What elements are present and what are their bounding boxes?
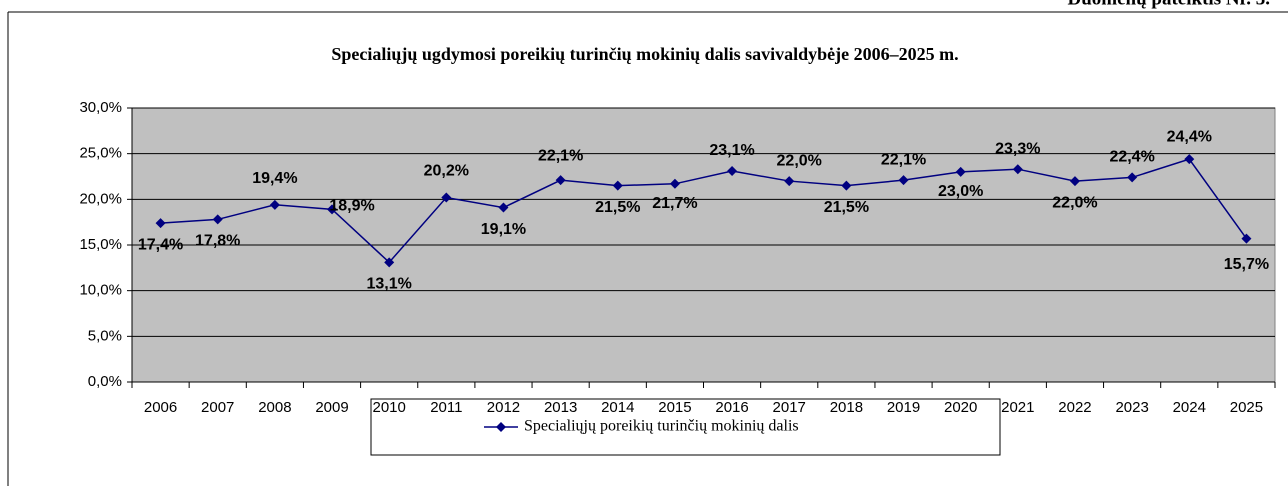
data-point	[612, 180, 623, 191]
data-point	[441, 192, 452, 203]
data-label: 17,8%	[195, 233, 240, 250]
y-tick-label: 30,0%	[79, 99, 122, 116]
x-tick-label: 2010	[372, 399, 405, 416]
y-tick-label: 15,0%	[79, 236, 122, 253]
data-point	[269, 199, 280, 210]
x-tick-label: 2025	[1230, 399, 1263, 416]
data-point	[784, 176, 795, 187]
data-point	[1012, 164, 1023, 175]
data-label: 13,1%	[366, 276, 411, 293]
data-point	[212, 214, 223, 225]
y-tick-label: 10,0%	[79, 282, 122, 299]
x-tick-label: 2012	[487, 399, 520, 416]
data-point	[727, 166, 738, 177]
x-tick-label: 2020	[944, 399, 977, 416]
chart-title: Specialiųjų ugdymosi poreikių turinčių m…	[331, 44, 958, 64]
x-tick-label: 2009	[315, 399, 348, 416]
data-point	[1241, 233, 1252, 244]
data-point	[955, 166, 966, 177]
data-label: 21,5%	[595, 199, 640, 216]
header: Duomenų pateiktis Nr. 3.	[1067, 0, 1270, 9]
data-label: 21,7%	[652, 195, 697, 212]
data-point	[898, 175, 909, 186]
data-label: 15,7%	[1224, 256, 1269, 273]
data-label: 22,0%	[1052, 194, 1097, 211]
data-label: 22,1%	[881, 151, 926, 168]
x-tick-label: 2006	[144, 399, 177, 416]
data-point	[155, 218, 166, 229]
data-label: 24,4%	[1167, 128, 1212, 145]
data-label: 19,1%	[481, 221, 526, 238]
x-tick-label: 2011	[430, 399, 462, 416]
x-tick-label: 2021	[1001, 399, 1034, 416]
data-label: 19,4%	[252, 170, 297, 187]
data-point	[498, 202, 509, 213]
x-tick-label: 2018	[830, 399, 863, 416]
x-tick-label: 2022	[1058, 399, 1091, 416]
x-tick-label: 2017	[773, 399, 806, 416]
data-label: 23,0%	[938, 183, 983, 200]
x-tick-label: 2023	[1115, 399, 1148, 416]
x-tick-label: 2015	[658, 399, 691, 416]
data-label: 22,0%	[777, 152, 822, 169]
legend	[370, 398, 1001, 456]
legend-marker	[496, 422, 506, 432]
x-tick-label: 2008	[258, 399, 291, 416]
data-label: 20,2%	[424, 163, 469, 180]
x-tick-label: 2024	[1173, 399, 1206, 416]
legend-label: Specialiųjų poreikių turinčių mokinių da…	[524, 418, 799, 435]
data-point	[1069, 176, 1080, 187]
data-label: 22,1%	[538, 147, 583, 164]
series-line	[160, 158, 1248, 264]
data-label: 17,4%	[138, 236, 183, 253]
x-tick-label: 2013	[544, 399, 577, 416]
data-point	[1127, 172, 1138, 183]
data-label: 23,1%	[709, 142, 754, 159]
y-tick-label: 5,0%	[88, 327, 122, 344]
data-point	[841, 180, 852, 191]
x-tick-label: 2019	[887, 399, 920, 416]
x-tick-label: 2014	[601, 399, 634, 416]
data-label: 18,9%	[329, 198, 374, 215]
data-point	[669, 178, 680, 189]
y-tick-label: 20,0%	[79, 190, 122, 207]
data-label: 22,4%	[1109, 149, 1154, 166]
data-point	[555, 175, 566, 186]
y-tick-label: 25,0%	[79, 145, 122, 162]
data-point	[384, 257, 395, 268]
x-tick-label: 2007	[201, 399, 234, 416]
data-label: 21,5%	[824, 199, 869, 216]
data-point	[327, 204, 338, 215]
data-label: 23,3%	[995, 140, 1040, 157]
x-tick-label: 2016	[715, 399, 748, 416]
data-point	[1184, 154, 1195, 165]
y-tick-label: 0,0%	[88, 373, 122, 390]
